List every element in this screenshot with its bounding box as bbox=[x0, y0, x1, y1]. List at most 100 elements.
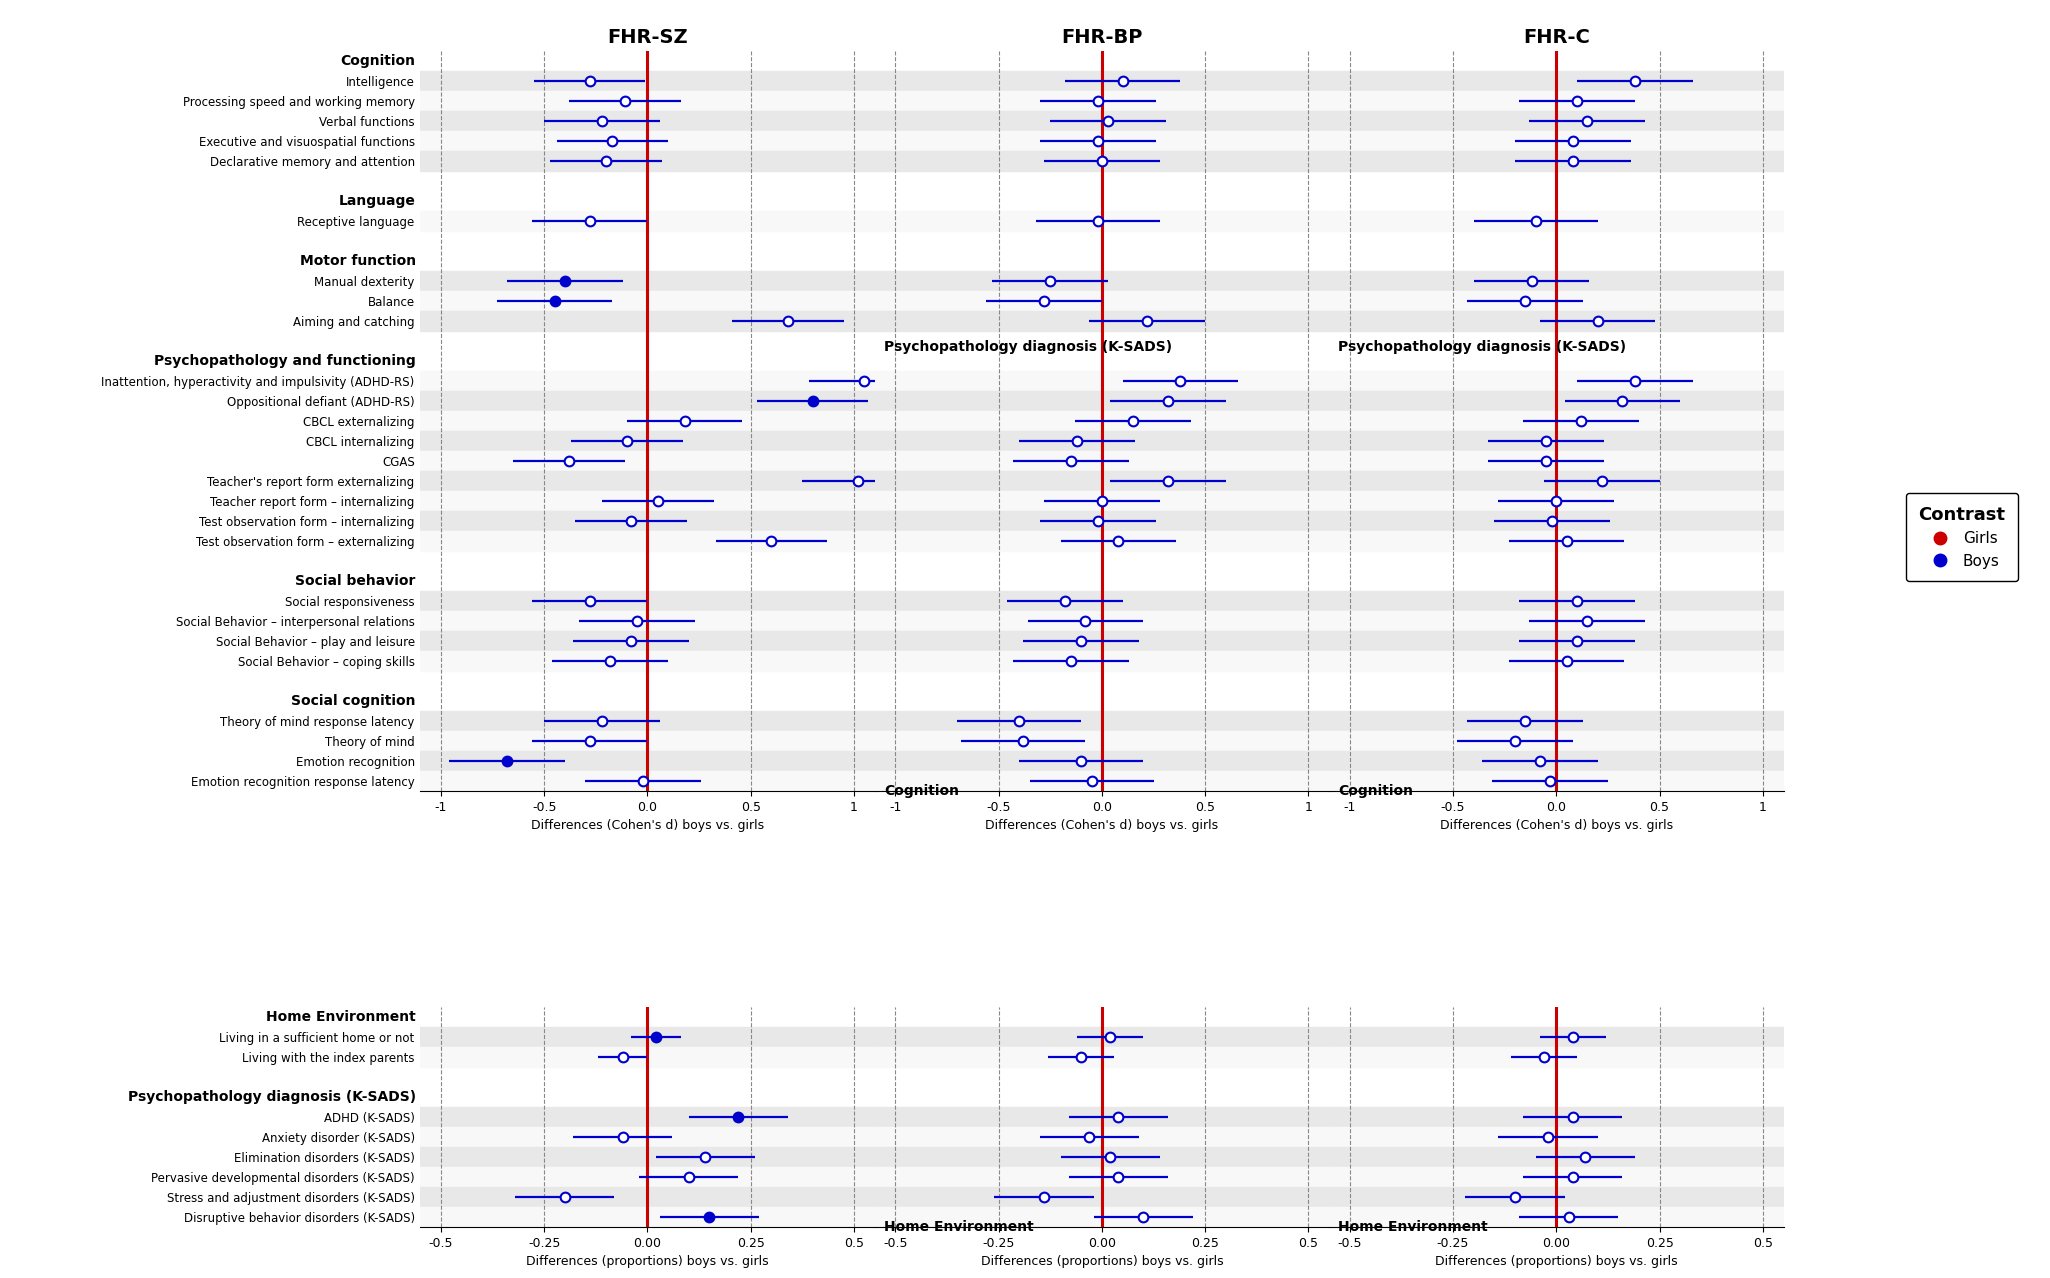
Bar bbox=[420, 431, 875, 451]
Bar bbox=[420, 1187, 875, 1206]
Bar bbox=[875, 91, 1328, 111]
Bar bbox=[420, 1028, 875, 1047]
Bar bbox=[875, 1187, 1328, 1206]
Bar bbox=[875, 491, 1328, 511]
Text: Home Environment: Home Environment bbox=[266, 1010, 416, 1024]
X-axis label: Differences (proportions) boys vs. girls: Differences (proportions) boys vs. girls bbox=[980, 1255, 1224, 1268]
Bar bbox=[875, 1127, 1328, 1146]
Bar bbox=[1328, 1028, 1784, 1047]
Bar bbox=[420, 72, 875, 91]
Bar bbox=[420, 511, 875, 532]
Bar bbox=[1328, 590, 1784, 611]
Bar bbox=[1328, 1206, 1784, 1227]
Bar bbox=[875, 311, 1328, 331]
Bar bbox=[1328, 431, 1784, 451]
Title: FHR-C: FHR-C bbox=[1523, 28, 1589, 47]
Bar bbox=[1328, 472, 1784, 491]
Bar bbox=[875, 151, 1328, 171]
Bar bbox=[1328, 451, 1784, 472]
Bar bbox=[875, 111, 1328, 132]
Bar bbox=[875, 1146, 1328, 1167]
Bar bbox=[420, 111, 875, 132]
Bar bbox=[420, 1167, 875, 1187]
Bar bbox=[1328, 1146, 1784, 1167]
Bar bbox=[420, 1127, 875, 1146]
Bar bbox=[875, 1206, 1328, 1227]
Bar bbox=[1328, 271, 1784, 291]
Bar bbox=[875, 651, 1328, 671]
Bar bbox=[1328, 391, 1784, 412]
Text: Cognition: Cognition bbox=[340, 54, 416, 68]
X-axis label: Differences (Cohen's d) boys vs. girls: Differences (Cohen's d) boys vs. girls bbox=[531, 819, 765, 832]
Legend: Girls, Boys: Girls, Boys bbox=[1906, 493, 2017, 581]
Bar bbox=[1328, 751, 1784, 771]
Bar bbox=[1328, 771, 1784, 791]
Title: FHR-SZ: FHR-SZ bbox=[607, 28, 687, 47]
Bar bbox=[420, 371, 875, 391]
Bar bbox=[1328, 151, 1784, 171]
Bar bbox=[420, 1047, 875, 1067]
Bar bbox=[1328, 631, 1784, 651]
Bar bbox=[875, 132, 1328, 151]
Bar bbox=[1328, 651, 1784, 671]
Text: Cognition: Cognition bbox=[884, 783, 959, 797]
Bar bbox=[1328, 1107, 1784, 1127]
Bar bbox=[1328, 1187, 1784, 1206]
Bar bbox=[1328, 72, 1784, 91]
Bar bbox=[875, 751, 1328, 771]
Bar bbox=[420, 472, 875, 491]
X-axis label: Differences (Cohen's d) boys vs. girls: Differences (Cohen's d) boys vs. girls bbox=[1439, 819, 1673, 832]
Bar bbox=[875, 451, 1328, 472]
Text: Psychopathology diagnosis (K-SADS): Psychopathology diagnosis (K-SADS) bbox=[884, 340, 1173, 354]
Bar bbox=[1328, 91, 1784, 111]
Text: Psychopathology diagnosis (K-SADS): Psychopathology diagnosis (K-SADS) bbox=[1339, 340, 1626, 354]
Bar bbox=[1328, 412, 1784, 431]
Text: Home Environment: Home Environment bbox=[884, 1220, 1033, 1233]
Text: Social cognition: Social cognition bbox=[291, 694, 416, 708]
Bar bbox=[420, 311, 875, 331]
Bar bbox=[875, 431, 1328, 451]
Bar bbox=[1328, 132, 1784, 151]
Bar bbox=[420, 711, 875, 731]
Bar bbox=[1328, 532, 1784, 551]
Bar bbox=[875, 1167, 1328, 1187]
Bar bbox=[1328, 511, 1784, 532]
Bar bbox=[420, 731, 875, 751]
Text: Motor function: Motor function bbox=[299, 254, 416, 268]
X-axis label: Differences (proportions) boys vs. girls: Differences (proportions) boys vs. girls bbox=[527, 1255, 769, 1268]
Bar bbox=[1328, 1047, 1784, 1067]
Text: Social behavior: Social behavior bbox=[295, 574, 416, 588]
Bar bbox=[420, 151, 875, 171]
Text: Language: Language bbox=[338, 194, 416, 208]
Bar bbox=[875, 511, 1328, 532]
Bar bbox=[875, 412, 1328, 431]
Bar bbox=[875, 532, 1328, 551]
Bar bbox=[1328, 291, 1784, 311]
Bar bbox=[420, 631, 875, 651]
Bar bbox=[1328, 491, 1784, 511]
Bar bbox=[875, 271, 1328, 291]
Bar bbox=[875, 771, 1328, 791]
Bar bbox=[875, 611, 1328, 631]
Bar bbox=[875, 590, 1328, 611]
Bar bbox=[875, 1047, 1328, 1067]
Bar bbox=[1328, 211, 1784, 231]
Text: Cognition: Cognition bbox=[1339, 783, 1412, 797]
Bar bbox=[1328, 311, 1784, 331]
Bar bbox=[420, 590, 875, 611]
Bar bbox=[1328, 1167, 1784, 1187]
Title: FHR-BP: FHR-BP bbox=[1062, 28, 1142, 47]
Bar bbox=[1328, 1127, 1784, 1146]
Bar bbox=[420, 532, 875, 551]
Bar bbox=[420, 751, 875, 771]
Bar bbox=[875, 731, 1328, 751]
Bar bbox=[1328, 611, 1784, 631]
Bar bbox=[875, 211, 1328, 231]
Bar bbox=[420, 611, 875, 631]
Bar bbox=[420, 1107, 875, 1127]
Bar bbox=[1328, 111, 1784, 132]
Bar bbox=[875, 711, 1328, 731]
Bar bbox=[1328, 371, 1784, 391]
X-axis label: Differences (Cohen's d) boys vs. girls: Differences (Cohen's d) boys vs. girls bbox=[986, 819, 1218, 832]
Bar bbox=[420, 651, 875, 671]
